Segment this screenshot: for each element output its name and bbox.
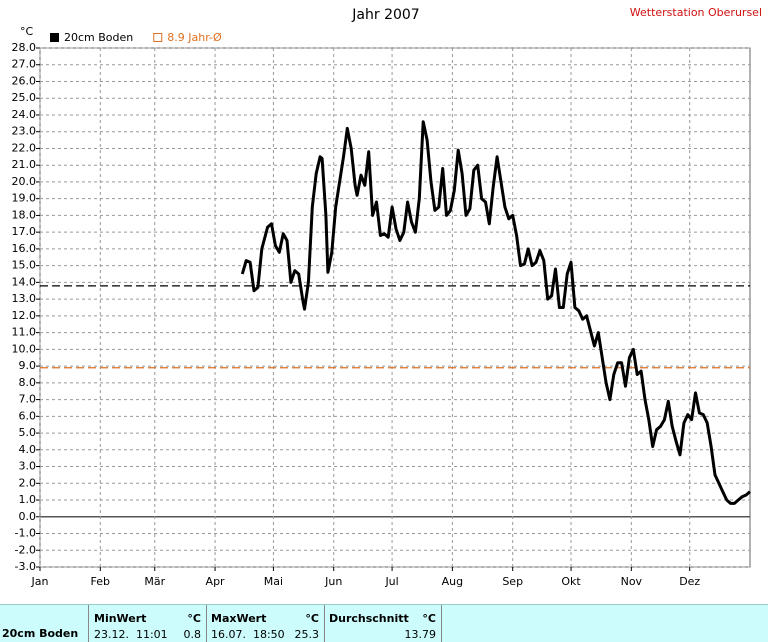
timestamp: 16.07. 18:50: [211, 628, 285, 641]
column-separator: [441, 605, 442, 642]
value: 0.8: [183, 628, 202, 641]
y-tick-label: 24.0: [12, 108, 37, 121]
unit-label: °C: [187, 612, 201, 625]
x-tick-label: Apr: [206, 575, 226, 588]
legend-swatch: [50, 33, 59, 42]
y-tick-label: 19.0: [12, 192, 37, 205]
column-header: MinWert: [94, 612, 147, 625]
x-tick-label: Dez: [679, 575, 700, 588]
y-tick-label: 10.0: [12, 342, 37, 355]
x-tick-label: Aug: [442, 575, 463, 588]
y-tick-label: 9.0: [19, 359, 37, 372]
plot-area: [39, 47, 751, 568]
y-tick-label: 7.0: [19, 393, 37, 406]
value: 13.79: [404, 628, 437, 641]
column-header: Durchschnitt: [329, 612, 409, 625]
x-tick-label: Feb: [91, 575, 110, 588]
legend-label: 8.9 Jahr-Ø: [167, 31, 222, 44]
x-tick-label: Jan: [31, 575, 49, 588]
y-tick-label: 25.0: [12, 91, 37, 104]
column-header: MaxWert: [211, 612, 267, 625]
chart: Jahr 2007 Wetterstation Oberursel °C 28.…: [12, 6, 763, 588]
y-tick-label: 16.0: [12, 242, 37, 255]
column-separator: [324, 605, 325, 642]
y-tick-label: 5.0: [19, 426, 37, 439]
y-tick-label: 18.0: [12, 208, 37, 221]
x-tick-label: Jun: [324, 575, 342, 588]
y-tick-label: 20.0: [12, 175, 37, 188]
y-tick-label: -2.0: [15, 543, 36, 556]
y-tick-label: 13.0: [12, 292, 37, 305]
x-tick-label: Mär: [144, 575, 165, 588]
column-separator: [206, 605, 207, 642]
legend-label: 20cm Boden: [64, 31, 133, 44]
y-tick-label: 21.0: [12, 158, 37, 171]
y-tick-label: 4.0: [19, 443, 37, 456]
y-unit: °C: [20, 25, 34, 38]
y-tick-label: 12.0: [12, 309, 37, 322]
y-tick-label: 11.0: [12, 326, 37, 339]
x-tick-label: Jul: [384, 575, 398, 588]
x-tick-label: Okt: [561, 575, 581, 588]
summary-table: 20cm Boden MinWert °C 23.12. 11:01 0.8 MaxWer…: [0, 604, 768, 642]
unit-label: °C: [305, 612, 319, 625]
x-tick-label: Sep: [502, 575, 523, 588]
data-line: [240, 120, 751, 505]
y-tick-label: -3.0: [15, 560, 36, 573]
unit-label: °C: [422, 612, 436, 625]
y-tick-label: 26.0: [12, 74, 37, 87]
y-tick-label: 28.0: [12, 41, 37, 54]
y-tick-label: 27.0: [12, 58, 37, 71]
y-tick-label: 22.0: [12, 141, 37, 154]
y-tick-label: 6.0: [19, 409, 37, 422]
y-tick-label: 3.0: [19, 460, 37, 473]
chart-title: Jahr 2007: [351, 7, 419, 23]
y-tick-label: 2.0: [19, 476, 37, 489]
y-tick-label: 17.0: [12, 225, 37, 238]
x-tick-label: Nov: [621, 575, 643, 588]
legend-swatch: [153, 33, 163, 42]
y-tick-label: 1.0: [19, 493, 37, 506]
y-tick-label: 14.0: [12, 275, 37, 288]
y-tick-label: 15.0: [12, 259, 37, 272]
value: 25.3: [294, 628, 320, 641]
y-tick-label: 8.0: [19, 376, 37, 389]
timestamp: 23.12. 11:01: [94, 628, 168, 641]
column-separator: [88, 605, 89, 642]
station-name: Wetterstation Oberursel: [630, 6, 762, 19]
row-label: 20cm Boden: [2, 627, 79, 640]
x-tick-label: Mai: [264, 575, 283, 588]
y-tick-label: 0.0: [19, 510, 37, 523]
y-tick-label: -1.0: [15, 527, 36, 540]
y-tick-label: 23.0: [12, 125, 37, 138]
